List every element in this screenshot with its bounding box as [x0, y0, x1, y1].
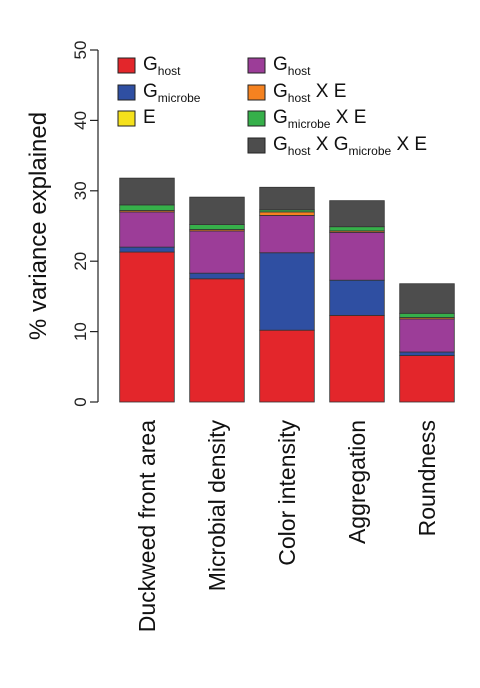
- y-axis-label: % variance explained: [25, 112, 52, 340]
- legend-swatch-E: [117, 110, 136, 127]
- legend-label-E: E: [143, 107, 156, 128]
- legend-label-G_host_x_G_microbe: Ghost: [273, 54, 311, 78]
- legend-label-G_host_x_G_microbe_x_E: Ghost X Gmicrobe X E: [273, 134, 427, 158]
- legend-swatch-G_host_x_G_microbe_x_E: [247, 137, 266, 154]
- y-tick-label: 0: [71, 397, 90, 406]
- bar-segment-G_microbe_x_E: [329, 226, 385, 232]
- bar-segment-G_host_x_E: [259, 211, 315, 216]
- x-category-label: Aggregation: [344, 420, 370, 544]
- bar-segment-G_host_x_G_microbe_x_E: [189, 196, 245, 225]
- x-category-label: Microbial density: [204, 420, 230, 592]
- bars-group: [119, 177, 455, 403]
- y-tick-label: 10: [71, 322, 90, 341]
- y-tick-label: 20: [71, 252, 90, 271]
- bar-segment-G_microbe: [189, 272, 245, 280]
- legend-swatch-G_microbe_x_E: [247, 110, 266, 127]
- bar-segment-G_microbe: [399, 351, 455, 356]
- bar-segment-G_host: [119, 251, 175, 403]
- bar-segment-G_host_x_G_microbe_x_E: [259, 186, 315, 211]
- bar-segment-G_host_x_G_microbe_x_E: [119, 177, 175, 206]
- bar-segment-G_host: [399, 355, 455, 403]
- x-category-label: Color intensity: [274, 420, 300, 566]
- legend-label-G_microbe_x_E: Gmicrobe X E: [273, 107, 366, 131]
- x-axis-labels: Duckweed front area Microbial density Colo…: [134, 420, 440, 633]
- legend-label-G_host_x_E: Ghost X E: [273, 81, 346, 105]
- bar-segment-G_host: [329, 315, 385, 403]
- bar-segment-G_host_x_G_microbe_x_E: [329, 200, 385, 228]
- bar-segment-G_host_x_G_microbe: [119, 211, 175, 248]
- bar-segment-G_host_x_G_microbe_x_E: [399, 283, 455, 314]
- bar-segment-G_host_x_G_microbe: [259, 215, 315, 254]
- bar-segment-G_microbe_x_E: [399, 312, 455, 318]
- bar-segment-G_microbe: [119, 246, 175, 253]
- legend-swatch-G_host_x_E: [247, 84, 266, 101]
- bar-segment-G_host: [189, 278, 245, 403]
- x-category-label: Roundness: [414, 420, 440, 536]
- y-axis: 0 10 20 30 40 50: [71, 41, 99, 407]
- legend-swatch-G_host_x_G_microbe: [247, 57, 266, 74]
- bar-segment-G_host_x_G_microbe: [329, 231, 385, 281]
- legend-swatch-G_host: [117, 57, 136, 74]
- legend-swatch-G_microbe: [117, 84, 136, 101]
- bar-segment-G_host_x_G_microbe: [399, 318, 455, 353]
- y-tick-label: 30: [71, 181, 90, 200]
- x-category-label: Duckweed front area: [134, 420, 160, 632]
- bar-segment-G_microbe_x_E: [189, 224, 245, 230]
- bar-segment-G_host: [259, 329, 315, 403]
- legend-label-G_host: Ghost: [143, 54, 181, 78]
- bar-segment-G_host_x_G_microbe: [189, 230, 245, 274]
- bar-segment-G_microbe_x_E: [119, 204, 175, 211]
- bar-segment-G_microbe: [259, 252, 315, 331]
- y-tick-label: 40: [71, 111, 90, 130]
- legend-label-G_microbe: Gmicrobe: [143, 81, 201, 105]
- bar-segment-G_microbe: [329, 279, 385, 316]
- y-tick-label: 50: [71, 41, 90, 60]
